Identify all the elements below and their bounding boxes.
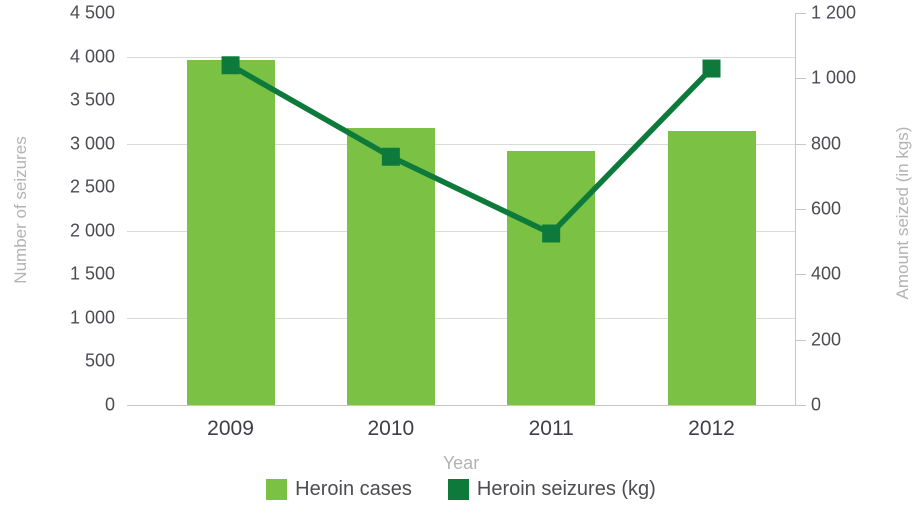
legend-label: Heroin cases [295, 478, 412, 500]
gridline-2000 [127, 230, 795, 232]
left-tick-2000: 2 000 [69, 220, 115, 241]
gridline-1000 [127, 317, 795, 319]
right-axis-line [795, 13, 796, 406]
bar-2009 [186, 60, 275, 405]
right-tick-mark-200 [795, 339, 806, 341]
right-tick-800: 800 [811, 133, 842, 154]
left-tick-1500: 1 500 [69, 263, 115, 284]
right-axis-title: Amount seized (in kgs) [893, 126, 912, 300]
right-tick-mark-800 [795, 143, 806, 145]
x-tick-label-2009: 2009 [207, 417, 254, 440]
bar-2012 [667, 131, 756, 405]
bar-2011 [507, 150, 596, 405]
left-tick-2500: 2 500 [69, 176, 115, 197]
gridline-3000 [127, 143, 795, 145]
right-tick-200: 200 [811, 329, 842, 350]
x-tick-label-2010: 2010 [367, 417, 415, 440]
left-tick-500: 500 [84, 350, 115, 371]
left-tick-0: 0 [104, 394, 115, 415]
legend-item-heroin-seizures: Heroin seizures (kg) [447, 478, 656, 501]
right-tick-mark-1200 [795, 13, 806, 14]
right-tick-0: 0 [811, 394, 822, 415]
right-tick-1000: 1 000 [811, 67, 857, 88]
legend-item-heroin-cases: Heroin cases [266, 478, 412, 501]
left-tick-3000: 3 000 [69, 133, 115, 154]
x-tick-label-2011: 2011 [528, 417, 574, 440]
x-axis-tick-labels: 2009 2010 2011 2012 [127, 417, 795, 443]
gridline-4000 [127, 56, 795, 58]
heroin-cases-swatch-icon [266, 479, 288, 500]
legend-label: Heroin seizures (kg) [476, 478, 656, 500]
left-axis-tick-labels: 4 500 4 000 3 500 3 000 2 500 2 000 1 500 1 000… [0, 3, 115, 415]
left-tick-1000: 1 000 [69, 307, 115, 328]
heroin-seizures-swatch-icon [447, 479, 469, 500]
line-series-layer [221, 56, 721, 243]
line-marker-2011 [542, 224, 561, 243]
x-axis-line [127, 405, 796, 406]
right-tick-mark-400 [795, 274, 806, 276]
legend: Heroin cases Heroin seizures (kg) [127, 478, 795, 501]
right-tick-mark-0 [795, 405, 806, 406]
right-axis-tick-labels: 1 200 1 000 800 600 400 200 0 [811, 3, 891, 415]
heroin-seizures-line [229, 62, 714, 237]
line-marker-2009 [221, 56, 240, 75]
left-tick-4000: 4 000 [69, 46, 115, 67]
plot-area [127, 13, 806, 406]
right-tick-mark-1000 [795, 78, 806, 80]
left-tick-4500: 4 500 [69, 2, 115, 23]
x-axis-title: Year [442, 453, 480, 473]
left-tick-3500: 3 500 [69, 89, 115, 110]
line-marker-2010 [381, 147, 400, 166]
right-tick-600: 600 [811, 198, 842, 219]
x-tick-label-2012: 2012 [688, 417, 735, 440]
right-tick-400: 400 [811, 263, 842, 284]
right-tick-mark-600 [795, 209, 806, 210]
line-marker-2012 [702, 59, 721, 78]
right-tick-1200: 1 200 [811, 2, 857, 23]
